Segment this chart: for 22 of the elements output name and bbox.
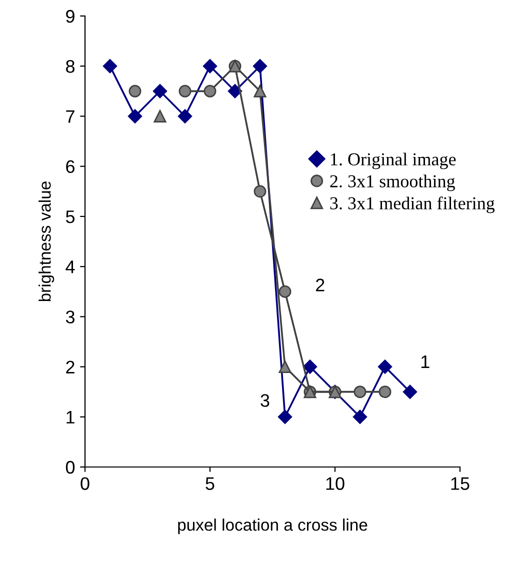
annotation: 3: [260, 394, 270, 407]
x-axis-title: puxel location a cross line: [178, 518, 368, 534]
x-tick-label: 0: [80, 477, 90, 490]
annotation: 1: [421, 356, 430, 368]
legend-label: 3. 3x1 median filtering: [330, 196, 495, 214]
x-tick-label: 15: [451, 477, 470, 490]
y-tick-label: 7: [66, 110, 74, 123]
y-tick-label: 9: [66, 10, 74, 23]
annotation: 2: [316, 278, 324, 292]
x-tick-label: 5: [206, 477, 214, 490]
y-axis-title: brightness value: [38, 182, 54, 302]
legend-label: 2. 3x1 smoothing: [330, 174, 455, 192]
legend-label: 1. Original image: [331, 152, 456, 170]
y-tick-label: 2: [66, 360, 74, 374]
y-tick-label: 0: [66, 460, 75, 474]
x-tick-label: 10: [326, 477, 344, 490]
y-tick-label: 6: [66, 160, 74, 174]
y-tick-label: 4: [66, 260, 75, 274]
y-tick-label: 8: [66, 60, 74, 73]
y-tick-label: 3: [66, 310, 74, 324]
y-tick-label: 1: [66, 411, 74, 424]
y-tick-label: 5: [66, 210, 75, 224]
